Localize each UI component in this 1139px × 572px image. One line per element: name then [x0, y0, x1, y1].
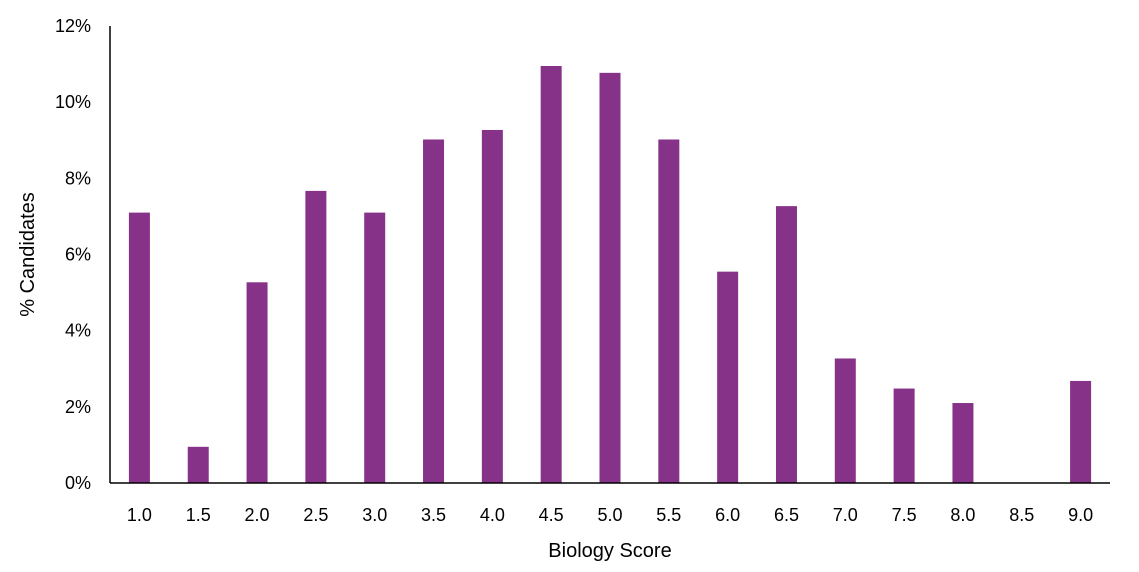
y-tick-label: 6% — [65, 245, 91, 265]
y-tick-label: 10% — [55, 92, 91, 112]
x-tick-label: 1.5 — [186, 505, 211, 525]
bar-1.5 — [187, 446, 209, 483]
x-tick-label: 9.0 — [1068, 505, 1093, 525]
x-tick-label: 2.0 — [245, 505, 270, 525]
bar-5.0 — [599, 72, 621, 483]
bar-4.5 — [540, 65, 562, 484]
bar-8.0 — [952, 403, 974, 483]
x-tick-label: 4.5 — [539, 505, 564, 525]
x-tick-label: 7.5 — [892, 505, 917, 525]
x-axis-title: Biology Score — [548, 540, 671, 562]
x-tick-label: 2.5 — [303, 505, 328, 525]
bars-layer — [128, 65, 1092, 484]
x-tick-labels: 1.0 1.5 2.0 2.5 3.0 3.5 4.0 4.5 5.0 5.5 6.0 6.5 7.0 7… — [127, 505, 1093, 525]
bar-5.5 — [658, 139, 680, 484]
x-tick-label: 4.0 — [480, 505, 505, 525]
y-tick-label: 12% — [55, 16, 91, 36]
y-tick-label: 8% — [65, 168, 91, 188]
y-tick-label: 0% — [65, 473, 91, 493]
x-tick-label: 3.0 — [362, 505, 387, 525]
bar-9.0 — [1070, 380, 1092, 483]
y-axis-title: % Candidates — [17, 192, 39, 317]
y-tick-label: 4% — [65, 321, 91, 341]
bar-1.0 — [128, 212, 150, 484]
x-tick-label: 1.0 — [127, 505, 152, 525]
x-tick-label: 3.5 — [421, 505, 446, 525]
bar-7.5 — [893, 388, 915, 483]
x-tick-label: 8.5 — [1009, 505, 1034, 525]
bar-3.0 — [364, 212, 386, 484]
x-tick-label: 6.5 — [774, 505, 799, 525]
bar-7.0 — [834, 358, 856, 483]
bar-2.5 — [305, 190, 327, 483]
bar-2.0 — [246, 282, 268, 483]
bar-6.0 — [717, 271, 739, 483]
y-tick-label: 2% — [65, 397, 91, 417]
x-tick-label: 8.0 — [950, 505, 975, 525]
x-tick-label: 5.0 — [597, 505, 622, 525]
bar-3.5 — [423, 139, 445, 484]
y-tick-labels: 0% 2% 4% 6% 8% 10% 12% — [55, 16, 91, 493]
bar-6.5 — [775, 206, 797, 483]
bar-4.0 — [481, 129, 503, 483]
x-tick-label: 6.0 — [715, 505, 740, 525]
x-tick-label: 5.5 — [656, 505, 681, 525]
x-tick-label: 7.0 — [833, 505, 858, 525]
